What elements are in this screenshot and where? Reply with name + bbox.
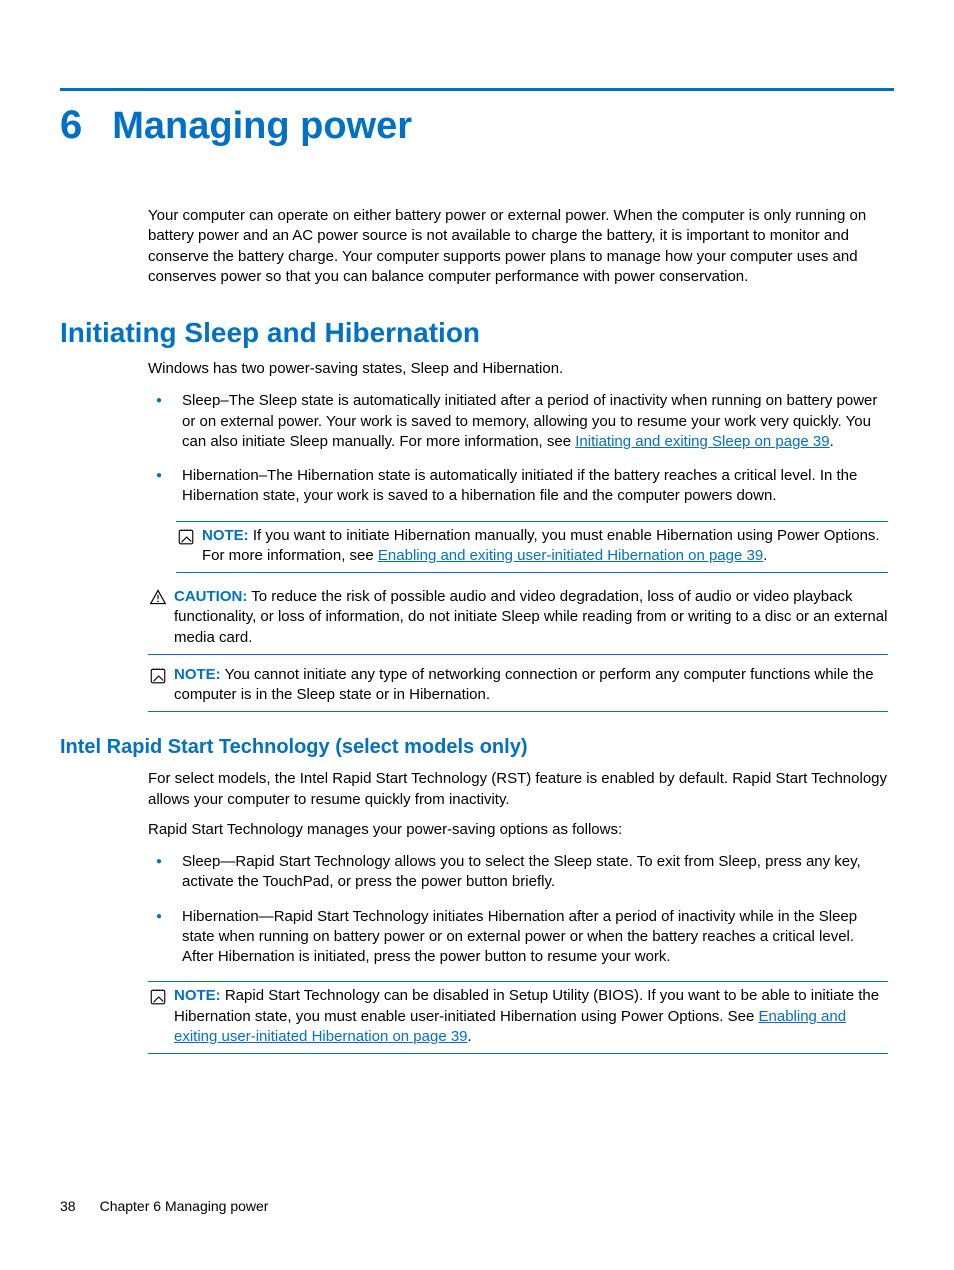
note-content: NOTE: If you want to initiate Hibernatio… (202, 526, 888, 567)
caution-box: CAUTION: To reduce the risk of possible … (148, 583, 888, 655)
note-content: NOTE: You cannot initiate any type of ne… (174, 665, 888, 706)
top-rule (60, 88, 894, 91)
note-content: NOTE: Rapid Start Technology can be disa… (174, 986, 888, 1047)
note-label: NOTE: (174, 987, 221, 1004)
note-box: NOTE: You cannot initiate any type of ne… (148, 661, 888, 713)
list-item: Hibernation—Rapid Start Technology initi… (148, 907, 888, 968)
footer-breadcrumb: Chapter 6 Managing power (100, 1198, 269, 1214)
intro-paragraph: Your computer can operate on either batt… (148, 206, 888, 287)
section1-lead: Windows has two power-saving states, Sle… (148, 359, 888, 379)
page-footer: 38 Chapter 6 Managing power (60, 1198, 268, 1214)
chapter-number: 6 (60, 103, 82, 148)
note-label: NOTE: (174, 666, 221, 683)
section2-p2: Rapid Start Technology manages your powe… (148, 820, 888, 840)
note-box: NOTE: Rapid Start Technology can be disa… (148, 981, 888, 1054)
note-icon (148, 665, 168, 685)
caution-icon (148, 587, 168, 605)
caution-text: To reduce the risk of possible audio and… (174, 588, 887, 646)
list-item: Sleep—Rapid Start Technology allows you … (148, 852, 888, 893)
note-text-post: . (763, 547, 767, 564)
caution-label: CAUTION: (174, 588, 247, 605)
section1-bullet-list: Sleep–The Sleep state is automatically i… (148, 391, 888, 506)
page-number: 38 (60, 1198, 76, 1214)
note-text-post: . (468, 1028, 472, 1045)
section-heading-sleep: Initiating Sleep and Hibernation (60, 317, 894, 349)
chapter-heading: 6 Managing power (60, 103, 894, 148)
subsection-heading-rst: Intel Rapid Start Technology (select mod… (60, 736, 894, 759)
list-item: Sleep–The Sleep state is automatically i… (148, 391, 888, 452)
section2-p1: For select models, the Intel Rapid Start… (148, 769, 888, 810)
note-icon (148, 986, 168, 1006)
section2-bullet-list: Sleep—Rapid Start Technology allows you … (148, 852, 888, 967)
note-box: NOTE: If you want to initiate Hibernatio… (176, 521, 888, 574)
caution-content: CAUTION: To reduce the risk of possible … (174, 587, 888, 648)
note-label: NOTE: (202, 527, 249, 544)
bullet-text-post: . (830, 433, 834, 450)
link-enabling-hibernation[interactable]: Enabling and exiting user-initiated Hibe… (378, 547, 763, 564)
note-icon (176, 526, 196, 546)
link-initiating-sleep[interactable]: Initiating and exiting Sleep on page 39 (575, 433, 829, 450)
list-item: Hibernation–The Hibernation state is aut… (148, 466, 888, 507)
chapter-title: Managing power (112, 105, 412, 148)
note-text: You cannot initiate any type of networki… (174, 666, 874, 703)
